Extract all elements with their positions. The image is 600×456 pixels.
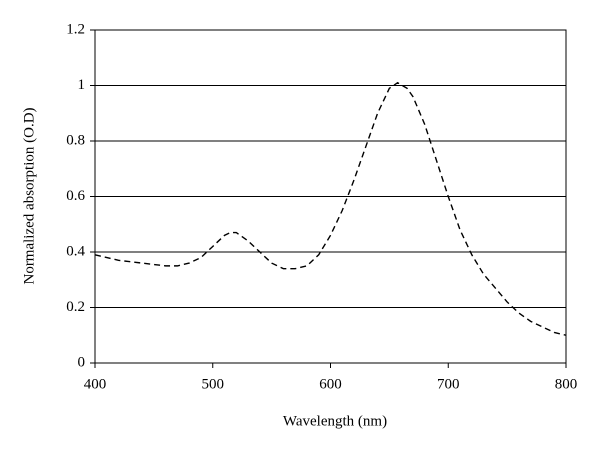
y-tick-label: 0 bbox=[78, 354, 86, 370]
y-tick-label: 0.8 bbox=[66, 132, 85, 148]
y-tick-label: 0.6 bbox=[66, 188, 85, 204]
y-tick-label: 0.4 bbox=[66, 243, 85, 259]
x-tick-label: 800 bbox=[555, 376, 578, 392]
y-axis-label: Normalized absorption (O.D) bbox=[21, 107, 37, 284]
y-tick-label: 0.2 bbox=[66, 299, 85, 315]
y-tick-label: 1.2 bbox=[66, 21, 85, 37]
x-tick-label: 400 bbox=[84, 376, 107, 392]
y-tick-label: 1 bbox=[78, 77, 86, 93]
x-tick-label: 700 bbox=[437, 376, 460, 392]
x-tick-label: 500 bbox=[202, 376, 225, 392]
x-axis-label: Wavelength (nm) bbox=[283, 413, 387, 429]
data-line bbox=[94, 81, 567, 336]
x-tick-label: 600 bbox=[319, 376, 342, 392]
